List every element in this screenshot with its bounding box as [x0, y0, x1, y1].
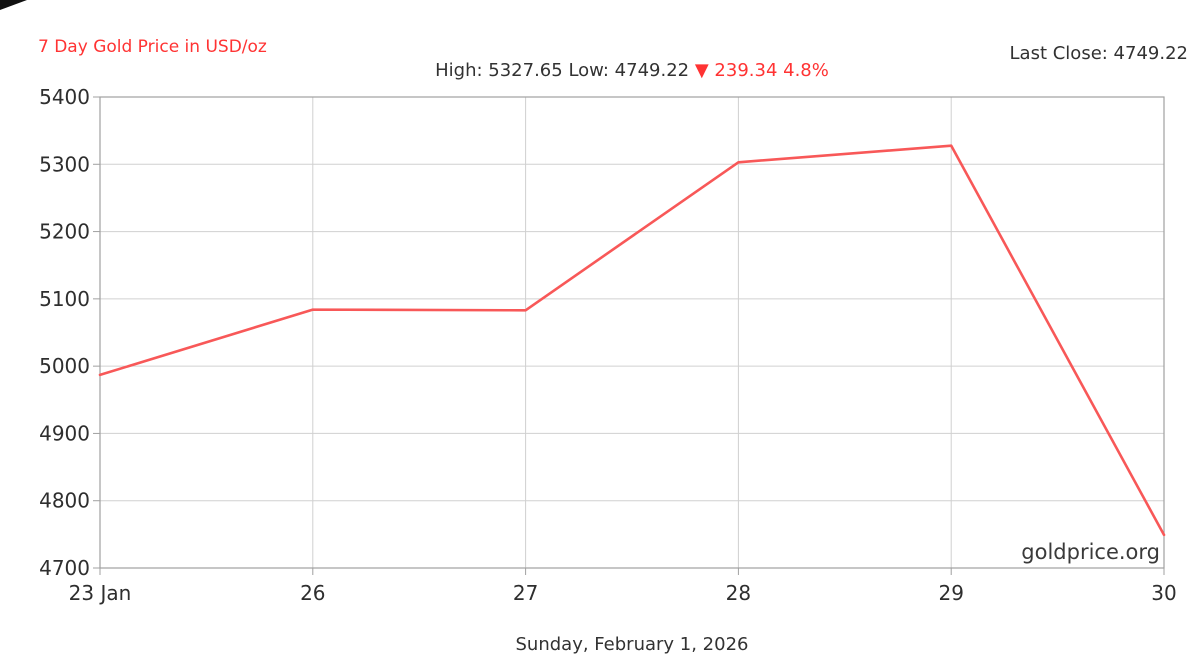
high-low-text: High: 5327.65 Low: 4749.22 — [435, 60, 690, 81]
change-text: ▼ 239.34 4.8% — [694, 60, 829, 81]
footer-date: Sunday, February 1, 2026 — [515, 634, 749, 655]
x-tick-label: 30 — [1151, 581, 1176, 605]
corner-artifact — [0, 0, 27, 10]
y-tick-label: 5100 — [39, 287, 90, 311]
last-close-label: Last Close: 4749.22 — [1009, 43, 1188, 64]
watermark-text: goldprice.org — [1021, 540, 1160, 564]
y-tick-label: 5000 — [39, 354, 90, 378]
x-tick-label: 29 — [938, 581, 963, 605]
y-tick-label: 4800 — [39, 489, 90, 513]
plot-border — [99, 96, 1165, 569]
x-tick-label: 27 — [513, 581, 538, 605]
y-tick-label: 5400 — [39, 85, 90, 109]
high-low-stats: High: 5327.65 Low: 4749.22 ▼ 239.34 4.8% — [100, 60, 1164, 81]
x-tick-label: 23 Jan — [69, 581, 132, 605]
y-tick-label: 4700 — [39, 556, 90, 580]
chart-title: 7 Day Gold Price in USD/oz — [38, 37, 267, 57]
price-line — [98, 144, 1166, 537]
y-tick-label: 4900 — [39, 421, 90, 445]
y-tick-label: 5300 — [39, 152, 90, 176]
x-tick-label: 28 — [726, 581, 751, 605]
y-tick-label: 5200 — [39, 220, 90, 244]
x-tick-label: 26 — [300, 581, 325, 605]
